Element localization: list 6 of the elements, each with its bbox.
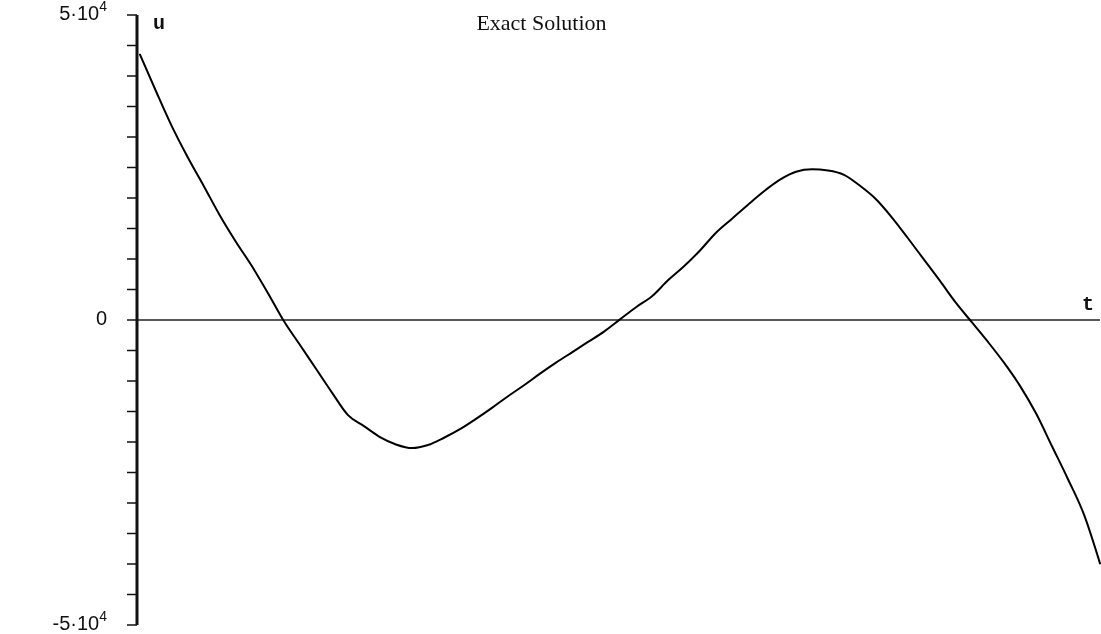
y-tick-label: 0 [95, 307, 107, 330]
chart-title: Exact Solution [476, 10, 607, 35]
x-axis-title: t [1081, 293, 1094, 316]
y-axis-title: u [153, 12, 166, 35]
y-tick-label: 5·10$^{4}$ [59, 0, 108, 25]
y-tick-label: -5·10$^{4}$ [52, 607, 108, 634]
